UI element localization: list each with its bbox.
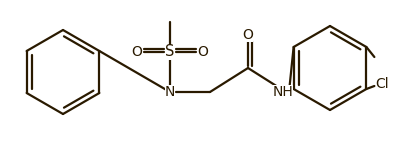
Text: O: O [132,45,142,59]
Text: Cl: Cl [376,77,389,91]
Text: NH: NH [273,85,294,99]
Text: S: S [165,45,174,60]
Text: O: O [242,28,253,42]
Text: O: O [198,45,208,59]
Text: N: N [165,85,175,99]
